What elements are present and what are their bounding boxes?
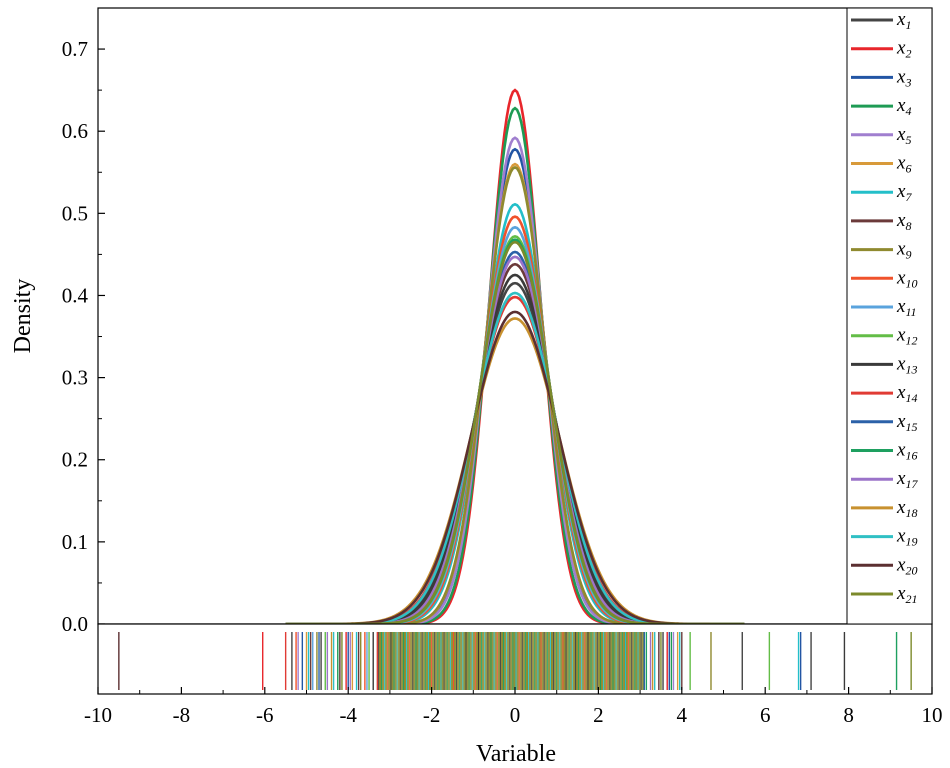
y-tick-label: 0.0 [62, 612, 88, 636]
y-tick-label: 0.4 [62, 283, 89, 307]
y-tick-label: 0.7 [62, 37, 88, 61]
rug-plot-area: -10 -8 -6 -4 -2 0 2 4 6 8 10 [84, 623, 943, 727]
x-tick-label: -8 [173, 703, 191, 727]
legend-box [846, 7, 933, 625]
x-axis-title: Variable [476, 741, 556, 767]
y-tick-label: 0.6 [62, 119, 88, 143]
x-tick-label: 8 [843, 703, 854, 727]
y-tick-label: 0.3 [62, 366, 88, 390]
y-tick-label: 0.1 [62, 530, 88, 554]
x-tick-label: -6 [256, 703, 274, 727]
x-tick-label: -2 [423, 703, 441, 727]
x-tick-label: -10 [84, 703, 112, 727]
legend-item-x14: x14 [851, 382, 917, 405]
y-tick-label: 0.5 [62, 201, 88, 225]
x-tick-label: 2 [593, 703, 604, 727]
legend: x1x2x3x4x5x6x7x8x9x10x11x12x13x14x15x16x… [846, 7, 933, 625]
x-tick-label: -4 [339, 703, 357, 727]
x-tick-label: 6 [760, 703, 771, 727]
x-axis-ticks: -10 -8 -6 -4 -2 0 2 4 6 8 10 [84, 687, 943, 727]
y-axis-title: Density [10, 279, 36, 354]
x-tick-label: 0 [510, 703, 521, 727]
main-plot-frame [97, 7, 933, 625]
y-tick-label: 0.2 [62, 448, 88, 472]
y-axis-ticks: 0.0 0.1 0.2 0.3 0.4 0.5 0.6 0.7 [62, 37, 105, 636]
plot-area: 0.0 0.1 0.2 0.3 0.4 0.5 0.6 0.7 [62, 7, 933, 636]
x-tick-label: 10 [922, 703, 943, 727]
x-tick-label: 4 [677, 703, 688, 727]
rug-lines [118, 632, 912, 690]
